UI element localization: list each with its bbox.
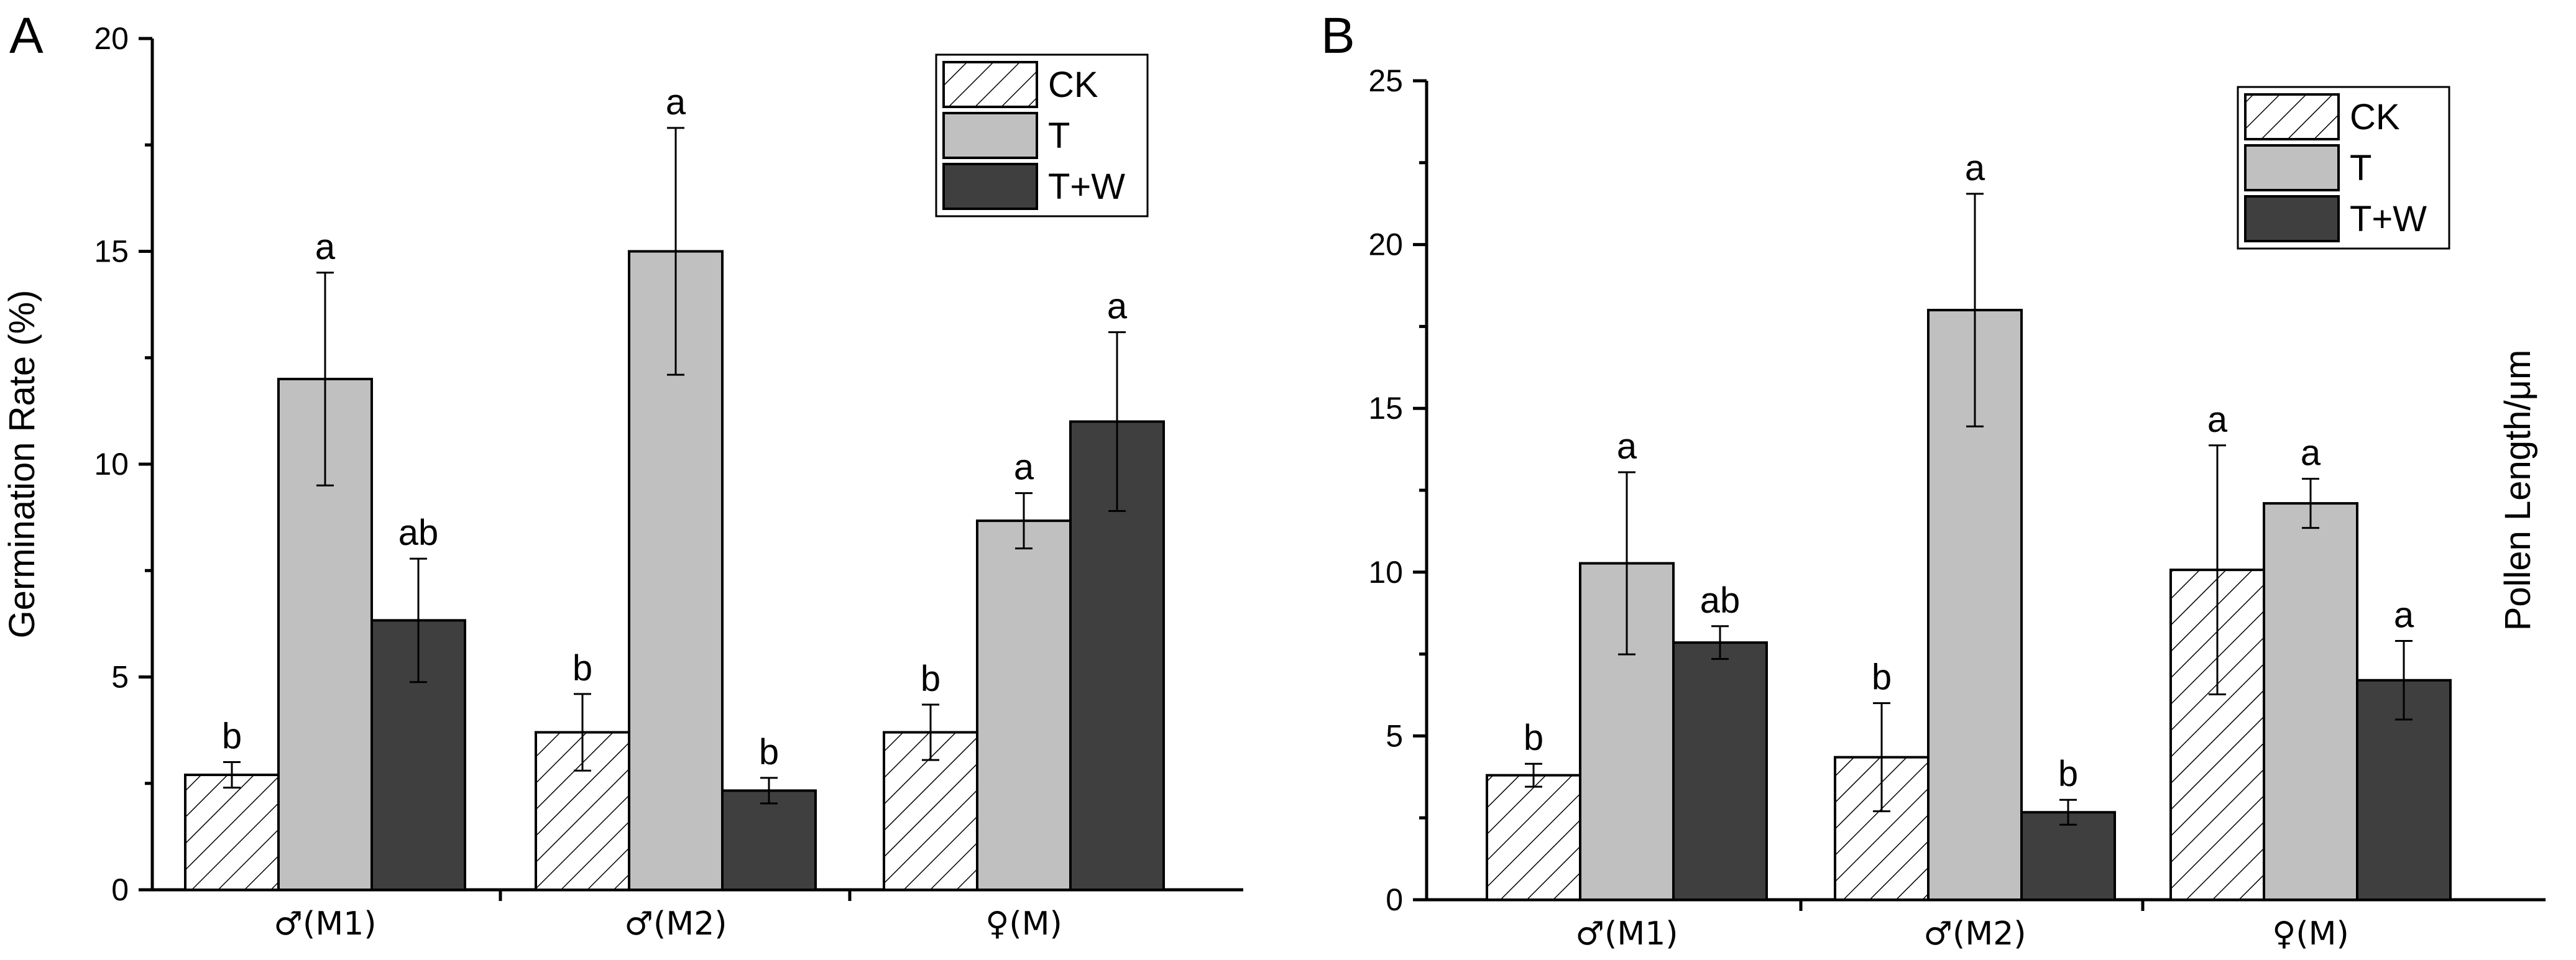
significance-label: b xyxy=(1872,657,1892,698)
chart-panel-A: A 0 5 10 15 20 Germination Rate (%) ♂(M1) ♂(M2) ♀… xyxy=(2,7,1243,943)
legend-label: CK xyxy=(2350,97,2400,137)
legend-label: T+W xyxy=(1048,167,1125,207)
y-tick-label: 15 xyxy=(1368,391,1403,426)
significance-label: a xyxy=(1107,286,1128,327)
y-tick-label: 20 xyxy=(94,21,129,56)
bar-t xyxy=(2263,502,2358,901)
chart-panel-B: B 0 5 10 15 20 25 Pollen Length/μm ♂(M1) ♂(M2) ♀(M… xyxy=(1321,7,2546,953)
y-tick-label: 0 xyxy=(1386,882,1403,917)
bar-t xyxy=(976,519,1072,891)
legend-swatch xyxy=(942,61,1038,108)
legend-swatch xyxy=(2244,93,2340,140)
significance-label: b xyxy=(759,732,779,772)
x-category-label: ♀(M) xyxy=(2272,915,2349,953)
bar-ck xyxy=(535,731,630,892)
significance-label: a xyxy=(666,82,686,122)
panel-label: A xyxy=(9,7,44,64)
legend-swatch xyxy=(942,112,1038,159)
x-category-label: ♂(M1) xyxy=(1575,915,1678,953)
significance-label: a xyxy=(2394,595,2414,636)
significance-label: a xyxy=(2207,400,2228,440)
significance-label: ab xyxy=(1700,580,1741,621)
legend-label: T+W xyxy=(2350,199,2427,239)
y-axis-label: Pollen Length/μm xyxy=(2498,350,2538,631)
x-category-label: ♀(M) xyxy=(985,905,1062,943)
significance-label: b xyxy=(2058,754,2078,794)
significance-label: a xyxy=(1965,148,1985,188)
significance-label: a xyxy=(315,227,336,267)
x-category-label: ♂(M2) xyxy=(1923,915,2026,953)
y-tick-label: 5 xyxy=(111,660,129,695)
bar-ck xyxy=(1486,774,1581,901)
legend-label: CK xyxy=(1048,65,1098,105)
significance-label: b xyxy=(921,659,941,699)
legend-label: T xyxy=(2350,148,2371,188)
legend-swatch xyxy=(942,163,1038,210)
y-tick-label: 0 xyxy=(111,872,129,907)
significance-label: b xyxy=(222,716,242,757)
x-category-label: ♂(M2) xyxy=(624,905,727,943)
legend: CK T T+W xyxy=(935,53,1149,217)
y-tick-label: 20 xyxy=(1368,227,1403,262)
y-tick-label: 10 xyxy=(1368,555,1403,590)
legend-swatch xyxy=(2244,144,2340,191)
x-category-label: ♂(M1) xyxy=(274,905,376,943)
y-tick-label: 5 xyxy=(1386,718,1403,753)
y-tick-label: 25 xyxy=(1368,63,1403,98)
significance-label: b xyxy=(1524,718,1543,758)
significance-label: a xyxy=(1617,426,1637,467)
significance-label: b xyxy=(573,648,592,688)
bar-ck xyxy=(184,774,280,892)
panel-label: B xyxy=(1321,7,1355,64)
significance-label: a xyxy=(2301,433,2321,473)
significance-label: a xyxy=(1014,447,1034,488)
legend-swatch xyxy=(2244,195,2340,242)
legend: CK T T+W xyxy=(2237,86,2450,250)
y-axis-label: Germination Rate (%) xyxy=(2,290,42,639)
significance-label: ab xyxy=(398,513,439,553)
legend-label: T xyxy=(1048,116,1070,156)
bar-tplusw xyxy=(1672,641,1768,901)
y-tick-label: 15 xyxy=(94,234,129,269)
bar-tplusw xyxy=(2020,811,2116,901)
bar-tplusw xyxy=(721,789,817,892)
y-tick-label: 10 xyxy=(94,447,129,482)
